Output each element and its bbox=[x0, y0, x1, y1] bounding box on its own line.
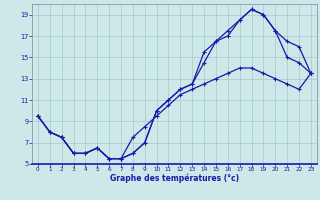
X-axis label: Graphe des températures (°c): Graphe des températures (°c) bbox=[110, 174, 239, 183]
